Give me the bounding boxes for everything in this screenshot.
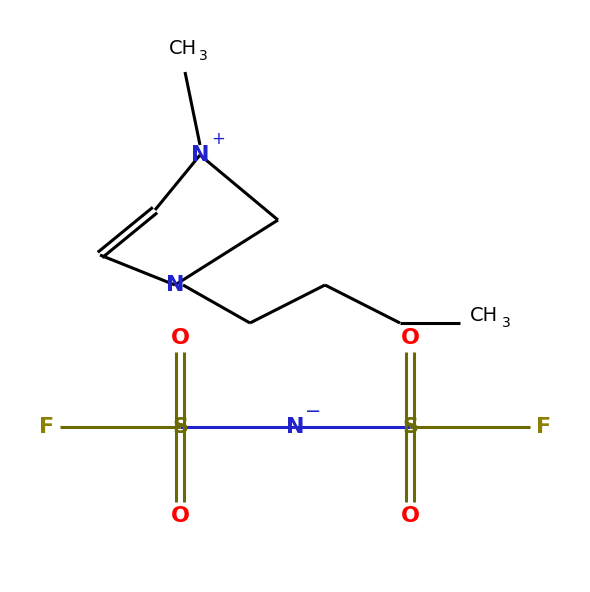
Text: O: O — [401, 506, 419, 526]
Text: O: O — [171, 328, 189, 348]
Text: F: F — [536, 417, 551, 437]
Text: F: F — [39, 417, 54, 437]
Text: O: O — [401, 328, 419, 348]
Text: CH: CH — [169, 38, 197, 57]
Text: N: N — [191, 145, 209, 165]
Text: N: N — [286, 417, 304, 437]
Text: +: + — [211, 130, 225, 148]
Text: −: − — [305, 401, 321, 420]
Text: O: O — [171, 506, 189, 526]
Text: 3: 3 — [502, 316, 511, 330]
Text: CH: CH — [470, 305, 498, 324]
Text: 3: 3 — [199, 49, 207, 63]
Text: S: S — [172, 417, 188, 437]
Text: S: S — [402, 417, 418, 437]
Text: N: N — [166, 275, 184, 295]
